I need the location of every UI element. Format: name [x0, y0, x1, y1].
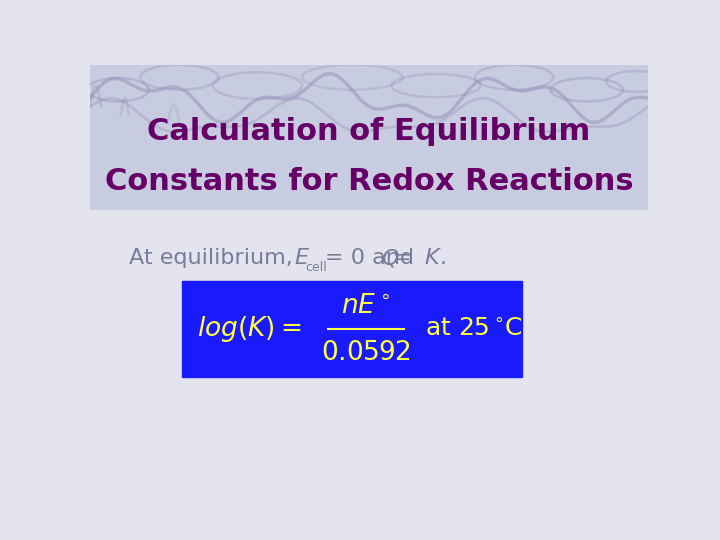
Text: cell: cell: [305, 261, 327, 274]
Text: at $25^\circ\!$C: at $25^\circ\!$C: [425, 317, 523, 341]
Text: $\mathit{log}(K) =$: $\mathit{log}(K) =$: [197, 314, 302, 344]
Text: Calculation of Equilibrium: Calculation of Equilibrium: [148, 117, 590, 146]
Text: $\mathit{E}$: $\mathit{E}$: [294, 248, 310, 268]
Text: At equilibrium,: At equilibrium,: [129, 248, 293, 268]
Text: = 0 and: = 0 and: [325, 248, 415, 268]
Text: $\mathit{nE}^\circ$: $\mathit{nE}^\circ$: [341, 293, 391, 319]
FancyBboxPatch shape: [90, 65, 648, 210]
FancyBboxPatch shape: [182, 281, 523, 377]
Text: =  $\mathit{K}$.: = $\mathit{K}$.: [392, 248, 446, 268]
Text: $\mathit{Q}$: $\mathit{Q}$: [381, 247, 400, 269]
Text: $0.0592$: $0.0592$: [321, 340, 411, 366]
Text: Constants for Redox Reactions: Constants for Redox Reactions: [104, 167, 634, 195]
